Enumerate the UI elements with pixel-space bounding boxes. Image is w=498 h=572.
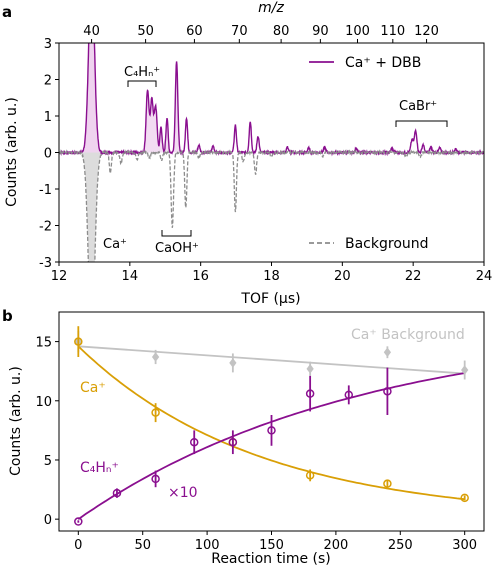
c4hn-fill (142, 61, 183, 153)
x-tick-label-a: 14 (122, 269, 139, 284)
series-label-ca: Ca⁺ (80, 380, 106, 396)
x-tick-label-a: 22 (405, 269, 422, 284)
c4hn-point (305, 389, 315, 398)
y-tick-label-b: 15 (35, 336, 52, 351)
x-tick-label-a: 12 (51, 269, 68, 284)
y-tick-label-b: 10 (35, 395, 52, 410)
bracket-caoh (161, 230, 192, 237)
c4hn-point (112, 488, 122, 498)
c4hn-point (74, 517, 83, 526)
x-tick-label-b: 250 (388, 538, 413, 553)
annotation-c4hn: C₄Hₙ⁺ (124, 65, 160, 80)
x-tick-label-a: 20 (334, 269, 351, 284)
reaction-kinetics-panel: 0 50 100 150 200 250 300 0 5 10 15 Reaction time (… (8, 311, 485, 567)
c4hn-point (189, 437, 199, 447)
ca-fit-curve (77, 345, 465, 501)
top-tick-label: 90 (312, 24, 329, 39)
c4hn-point (267, 426, 276, 435)
x-axis-label-a: TOF (µs) (240, 291, 300, 307)
background-point (461, 365, 469, 375)
top-tick-label: 60 (186, 24, 203, 39)
ca-peak-fill (80, 43, 104, 154)
x-tick-label-b: 200 (323, 538, 348, 553)
top-tick-label: 100 (345, 24, 370, 39)
ca-point (151, 408, 160, 417)
panel-label-a: a (2, 3, 12, 21)
c4hn-point (151, 474, 160, 484)
ca-point (383, 479, 392, 488)
ca-background-fill (80, 151, 104, 262)
c4hn-point (383, 387, 392, 396)
top-tick-label: 40 (83, 24, 100, 39)
background-point (383, 347, 392, 358)
y-tick-label-a: -1 (39, 183, 52, 198)
x-tick-label-b: 50 (134, 538, 151, 553)
background-fit-line (78, 345, 465, 375)
ca-point (74, 337, 83, 346)
top-tick-label: 110 (380, 24, 405, 39)
annotation-ca: Ca⁺ (103, 237, 127, 252)
y-tick-label-a: 1 (44, 110, 52, 125)
series-label-background: Ca⁺ Background (351, 327, 465, 343)
y-tick-label-a: -3 (39, 256, 52, 271)
legend-label-background: Background (345, 236, 429, 252)
y-axis-label-b: Counts (arb. u.) (8, 366, 24, 476)
top-tick-label: 80 (273, 24, 290, 39)
bracket-cabr (395, 120, 448, 127)
y-tick-label-b: 0 (44, 513, 52, 528)
y-tick-label-a: 3 (44, 37, 52, 52)
bracket-c4hn (127, 80, 157, 87)
x-tick-label-a: 18 (263, 269, 280, 284)
legend-a: Ca⁺ + DBB Background (309, 55, 429, 252)
y-tick-label-b: 5 (44, 454, 52, 469)
x-tick-label-a: 24 (476, 269, 493, 284)
x-tick-label-b: 100 (195, 538, 220, 553)
c4hn-point (228, 437, 238, 447)
c4hn-point (344, 390, 354, 400)
ca-point (305, 471, 315, 480)
x-tick-label-b: 300 (452, 538, 477, 553)
top-axis-label: m/z (258, 0, 284, 16)
series-label-c4hn: C₄Hₙ⁺ (80, 460, 119, 476)
background-point (151, 352, 160, 362)
top-tick-label: 70 (231, 24, 248, 39)
annotation-caoh: CaOH⁺ (155, 241, 199, 256)
x-tick-label-b: 0 (74, 538, 82, 553)
top-tick-label: 120 (414, 24, 439, 39)
background-point (229, 358, 237, 368)
x-axis-label-b: Reaction time (s) (211, 551, 331, 567)
x-tick-label-b: 150 (259, 538, 284, 553)
top-tick-label: 50 (137, 24, 154, 39)
background-trace (59, 148, 484, 262)
y-tick-label-a: -2 (39, 220, 52, 235)
y-tick-label-a: 0 (44, 147, 52, 162)
legend-label-signal: Ca⁺ + DBB (345, 55, 421, 71)
ca-point (460, 493, 469, 503)
panel-label-b: b (2, 307, 13, 325)
x-tick-label-a: 16 (192, 269, 209, 284)
y-axis-label-a: Counts (arb. u.) (4, 97, 20, 207)
multiplier-label: ×10 (168, 485, 198, 501)
background-point (306, 363, 314, 374)
annotation-cabr: CaBr⁺ (399, 99, 437, 114)
y-tick-label-a: 2 (44, 74, 52, 89)
